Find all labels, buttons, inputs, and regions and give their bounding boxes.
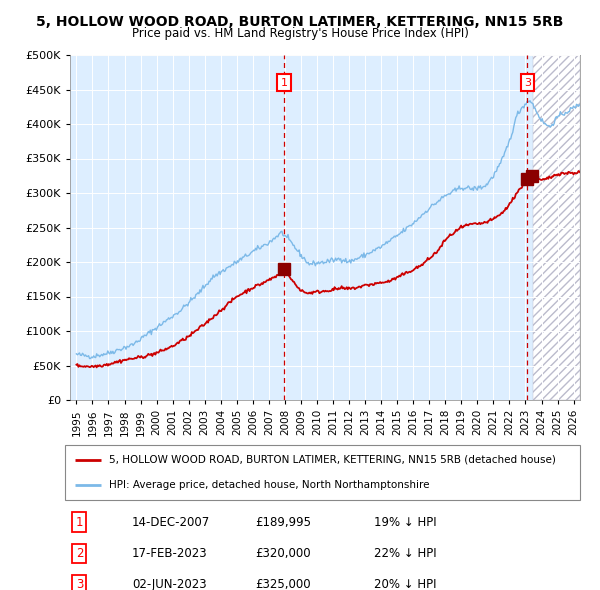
Bar [533,55,580,400]
Text: HPI: Average price, detached house, North Northamptonshire: HPI: Average price, detached house, Nort… [109,480,429,490]
Bar [533,55,580,400]
Text: 3: 3 [76,578,83,590]
Text: 3: 3 [524,78,531,87]
Text: 5, HOLLOW WOOD ROAD, BURTON LATIMER, KETTERING, NN15 5RB: 5, HOLLOW WOOD ROAD, BURTON LATIMER, KET… [37,15,563,29]
Text: 1: 1 [76,516,83,529]
Text: £189,995: £189,995 [256,516,311,529]
Text: £320,000: £320,000 [256,547,311,560]
Text: 22% ↓ HPI: 22% ↓ HPI [374,547,437,560]
Text: £325,000: £325,000 [256,578,311,590]
Text: 02-JUN-2023: 02-JUN-2023 [132,578,206,590]
Text: 1: 1 [281,78,287,87]
Text: 17-FEB-2023: 17-FEB-2023 [132,547,208,560]
Text: Price paid vs. HM Land Registry's House Price Index (HPI): Price paid vs. HM Land Registry's House … [131,27,469,40]
Text: 5, HOLLOW WOOD ROAD, BURTON LATIMER, KETTERING, NN15 5RB (detached house): 5, HOLLOW WOOD ROAD, BURTON LATIMER, KET… [109,455,556,465]
Text: 2: 2 [76,547,83,560]
Text: 19% ↓ HPI: 19% ↓ HPI [374,516,437,529]
FancyBboxPatch shape [65,445,580,500]
Text: 14-DEC-2007: 14-DEC-2007 [132,516,210,529]
Text: 20% ↓ HPI: 20% ↓ HPI [374,578,436,590]
